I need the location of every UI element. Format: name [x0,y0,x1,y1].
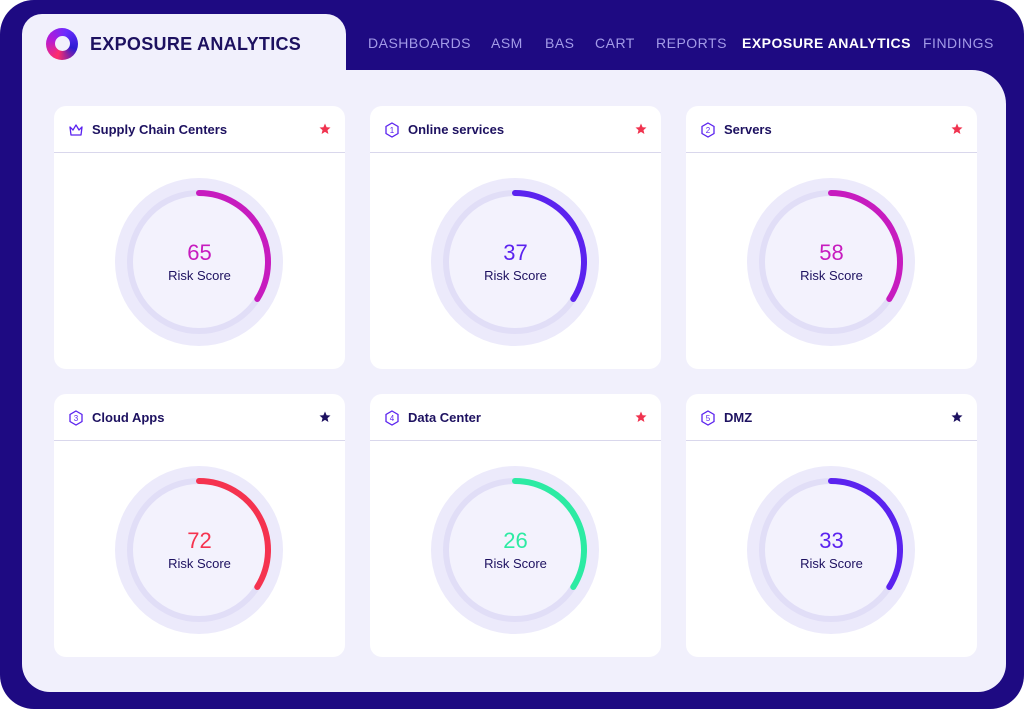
dashboard-card-dmz[interactable]: 5 DMZ 33 Risk Score [686,394,977,657]
risk-score-label: Risk Score [484,268,547,283]
gauge-arc [828,478,903,590]
risk-score-label: Risk Score [168,556,231,571]
card-header: 3 Cloud Apps [54,394,345,441]
crown-icon [69,124,83,136]
risk-score-value: 37 [503,240,528,265]
risk-score-label: Risk Score [800,268,863,283]
risk-score-label: Risk Score [168,268,231,283]
hexagon-number-icon: 1 [385,122,399,138]
card-title: Supply Chain Centers [92,122,228,137]
dashboard-card-servers[interactable]: 2 Servers 58 Risk Score [686,106,977,369]
risk-score-label: Risk Score [484,556,547,571]
card-title: Servers [724,122,772,137]
gauge-arc [196,190,271,302]
favorite-star-icon[interactable] [635,411,647,423]
nav-item-exposure-analytics[interactable]: EXPOSURE ANALYTICS [742,35,911,51]
card-badge-number: 3 [74,414,79,423]
nav-item-dashboards[interactable]: DASHBOARDS [368,35,472,51]
card-badge-number: 4 [390,414,395,423]
nav-item-findings[interactable]: FINDINGS [923,35,994,51]
gauge-arc [828,190,903,302]
risk-score-gauge [431,178,599,346]
favorite-star-icon[interactable] [635,123,647,135]
risk-score-gauge [431,466,599,634]
risk-score-value: 26 [503,528,528,553]
favorite-star-icon[interactable] [319,123,331,135]
card-header: 5 DMZ [686,394,977,441]
dashboard-card-cloud-apps[interactable]: 3 Cloud Apps 72 Risk Score [54,394,345,657]
card-header: 4 Data Center [370,394,661,441]
risk-score-value: 58 [819,240,844,265]
dashboard-card-supply-chain-centers[interactable]: Supply Chain Centers 65 Risk Score [54,106,345,369]
card-badge-number: 5 [706,414,711,423]
nav-item-bas[interactable]: BAS [545,35,575,51]
favorite-star-icon[interactable] [951,123,963,135]
card-header: 2 Servers [686,106,977,153]
risk-score-gauge [115,466,283,634]
nav-item-asm[interactable]: ASM [491,35,523,51]
hexagon-number-icon: 3 [69,410,83,426]
hexagon-number-icon: 4 [385,410,399,426]
risk-score-gauge [115,178,283,346]
brand[interactable]: EXPOSURE ANALYTICS [46,28,301,60]
card-badge-number: 2 [706,126,711,135]
risk-score-value: 33 [819,528,844,553]
favorite-star-icon[interactable] [319,411,331,423]
risk-score-gauge [747,178,915,346]
card-title: Online services [408,122,505,137]
card-title: DMZ [724,410,753,425]
nav-item-reports[interactable]: REPORTS [656,35,727,51]
risk-score-value: 72 [187,528,212,553]
nav-item-cart[interactable]: CART [595,35,635,51]
card-header: 1 Online services [370,106,661,153]
card-title: Data Center [408,410,481,425]
dashboard-card-online-services[interactable]: 1 Online services 37 Risk Score [370,106,661,369]
risk-score-label: Risk Score [800,556,863,571]
gauge-arc [512,478,587,590]
favorite-star-icon[interactable] [951,411,963,423]
gauge-arc [196,478,271,590]
hexagon-number-icon: 5 [701,410,715,426]
brand-name: EXPOSURE ANALYTICS [90,33,302,54]
brand-logo-icon [46,28,78,60]
hexagon-number-icon: 2 [701,122,715,138]
card-title: Cloud Apps [92,410,165,425]
card-header: Supply Chain Centers [54,106,345,153]
dashboard-card-data-center[interactable]: 4 Data Center 26 Risk Score [370,394,661,657]
risk-score-value: 65 [187,240,212,265]
gauge-arc [512,190,587,302]
risk-score-gauge [747,466,915,634]
card-badge-number: 1 [390,126,395,135]
